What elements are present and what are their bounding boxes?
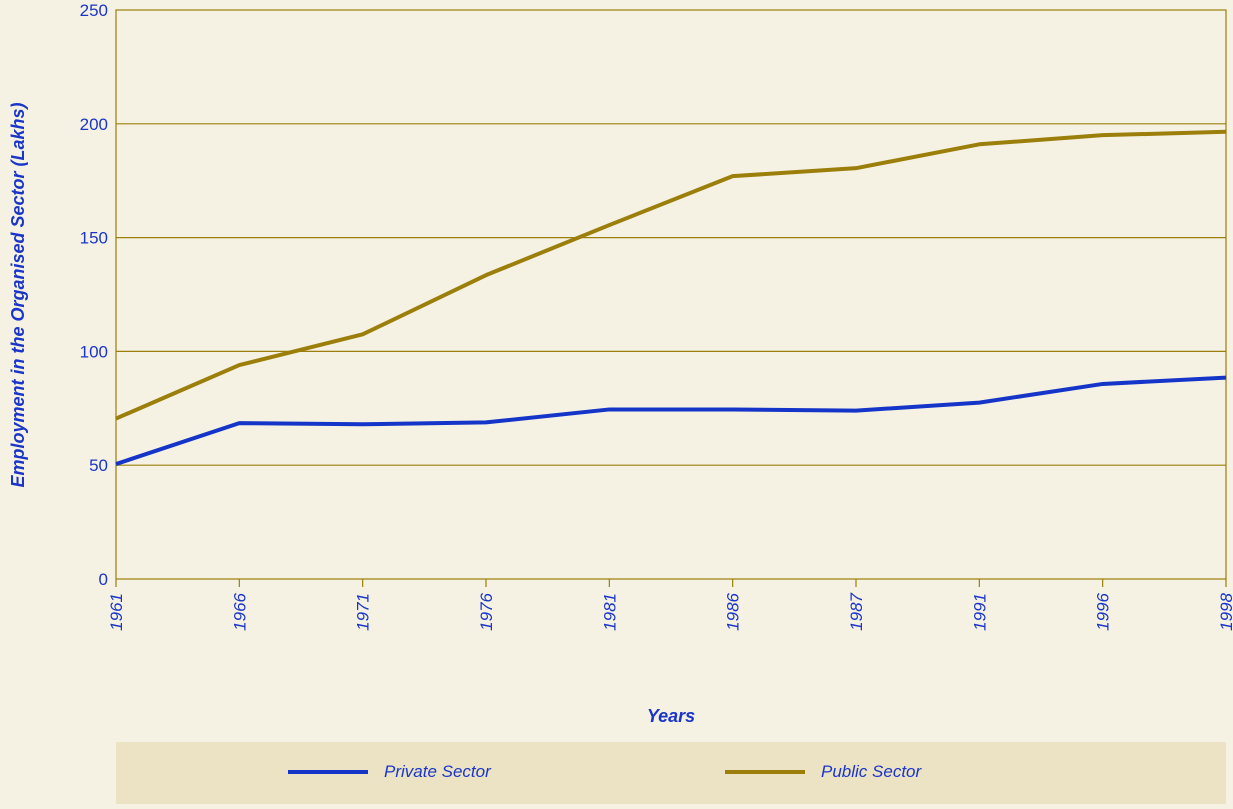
- x-tick-label: 1987: [847, 592, 866, 630]
- y-tick-label: 50: [89, 456, 108, 475]
- legend-swatch-public-sector: [725, 770, 805, 774]
- plot-area-frame: [115, 9, 1227, 580]
- series-line-private-sector: [115, 375, 1227, 466]
- series-lines: [115, 129, 1227, 466]
- x-tick-label: 1981: [600, 593, 619, 631]
- y-tick-label: 200: [80, 115, 108, 134]
- y-axis-title: Employment in the Organised Sector (Lakh…: [8, 102, 28, 487]
- y-tick-label: 250: [80, 1, 108, 20]
- series-line-public-sector: [115, 129, 1227, 421]
- x-tick-label: 1986: [724, 592, 743, 630]
- legend-swatch-private-sector: [288, 770, 368, 774]
- legend-item-public-sector: Public Sector: [725, 762, 921, 782]
- x-tick-label: 1998: [1217, 592, 1233, 630]
- x-tick-label: 1961: [107, 593, 126, 631]
- legend-label-private-sector: Private Sector: [384, 762, 491, 781]
- legend: Private Sector Public Sector: [116, 742, 1226, 804]
- legend-item-private-sector: Private Sector: [288, 762, 491, 782]
- x-tick-label: 1971: [354, 593, 373, 631]
- x-axis-title: Years: [647, 706, 695, 726]
- x-tick-label: 1996: [1094, 592, 1113, 630]
- y-tick-label: 0: [99, 570, 108, 589]
- legend-label-public-sector: Public Sector: [821, 762, 922, 781]
- x-tick-label: 1966: [230, 592, 249, 630]
- x-tick-label: 1976: [477, 592, 496, 630]
- y-tick-label: 100: [80, 342, 108, 361]
- gridlines: [116, 123, 1226, 466]
- x-axis-ticks: 1961 1966 1971 1976 1981 1986 1987 1991 1996 1998: [107, 579, 1233, 631]
- y-tick-label: 150: [80, 229, 108, 248]
- x-tick-label: 1991: [970, 593, 989, 631]
- y-axis-ticks: 0 50 100 150 200 250: [80, 1, 108, 589]
